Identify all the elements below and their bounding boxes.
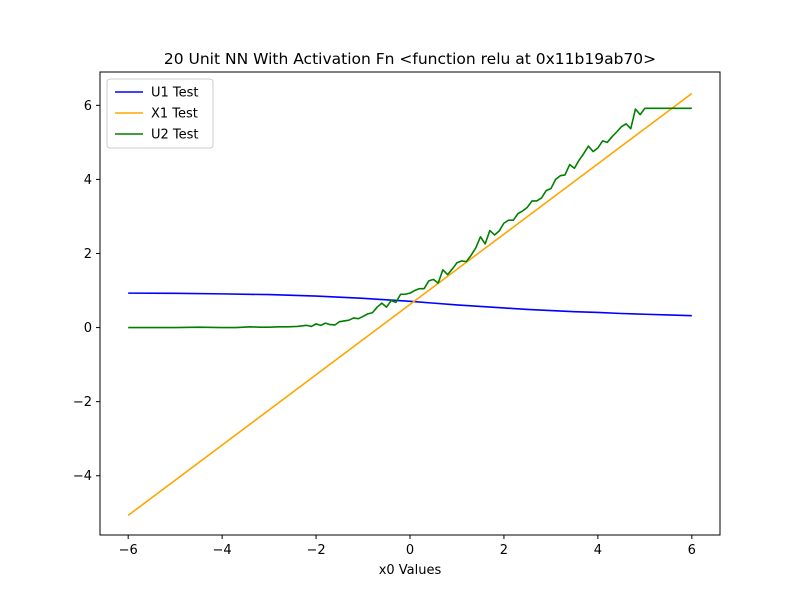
x-tick-label: −4 xyxy=(213,543,232,558)
series-line-u2-test xyxy=(128,107,692,329)
legend-box xyxy=(106,78,214,149)
y-tick-label: 6 xyxy=(84,99,92,114)
series-line-u1-test xyxy=(128,292,692,317)
y-tick-label: −4 xyxy=(73,469,92,484)
x-tick-label: −6 xyxy=(119,543,138,558)
series-line-x1-test xyxy=(127,92,693,517)
legend-label-u1-test: U1 Test xyxy=(151,86,199,101)
legend: U1 Test X1 Test U2 Test xyxy=(106,78,214,149)
y-tick-label: 0 xyxy=(84,321,92,336)
y-tick-label: 2 xyxy=(84,247,92,262)
chart-title: 20 Unit NN With Activation Fn <function … xyxy=(164,50,656,68)
y-tick-label: −2 xyxy=(73,395,92,410)
x-axis-label: x0 Values xyxy=(379,563,442,578)
x-tick-label: 0 xyxy=(406,543,414,558)
x-tick-label: −2 xyxy=(306,543,325,558)
legend-label-u2-test: U2 Test xyxy=(151,128,199,143)
y-tick-label: 4 xyxy=(84,173,92,188)
x-tick-label: 2 xyxy=(500,543,508,558)
x-tick-label: 4 xyxy=(594,543,602,558)
plot-area: −6 −4 −2 0 2 4 6 −4 −2 0 2 4 6 xyxy=(73,71,721,558)
series-lines xyxy=(127,92,693,517)
legend-label-x1-test: X1 Test xyxy=(151,107,198,122)
x-tick-label: 6 xyxy=(688,543,696,558)
